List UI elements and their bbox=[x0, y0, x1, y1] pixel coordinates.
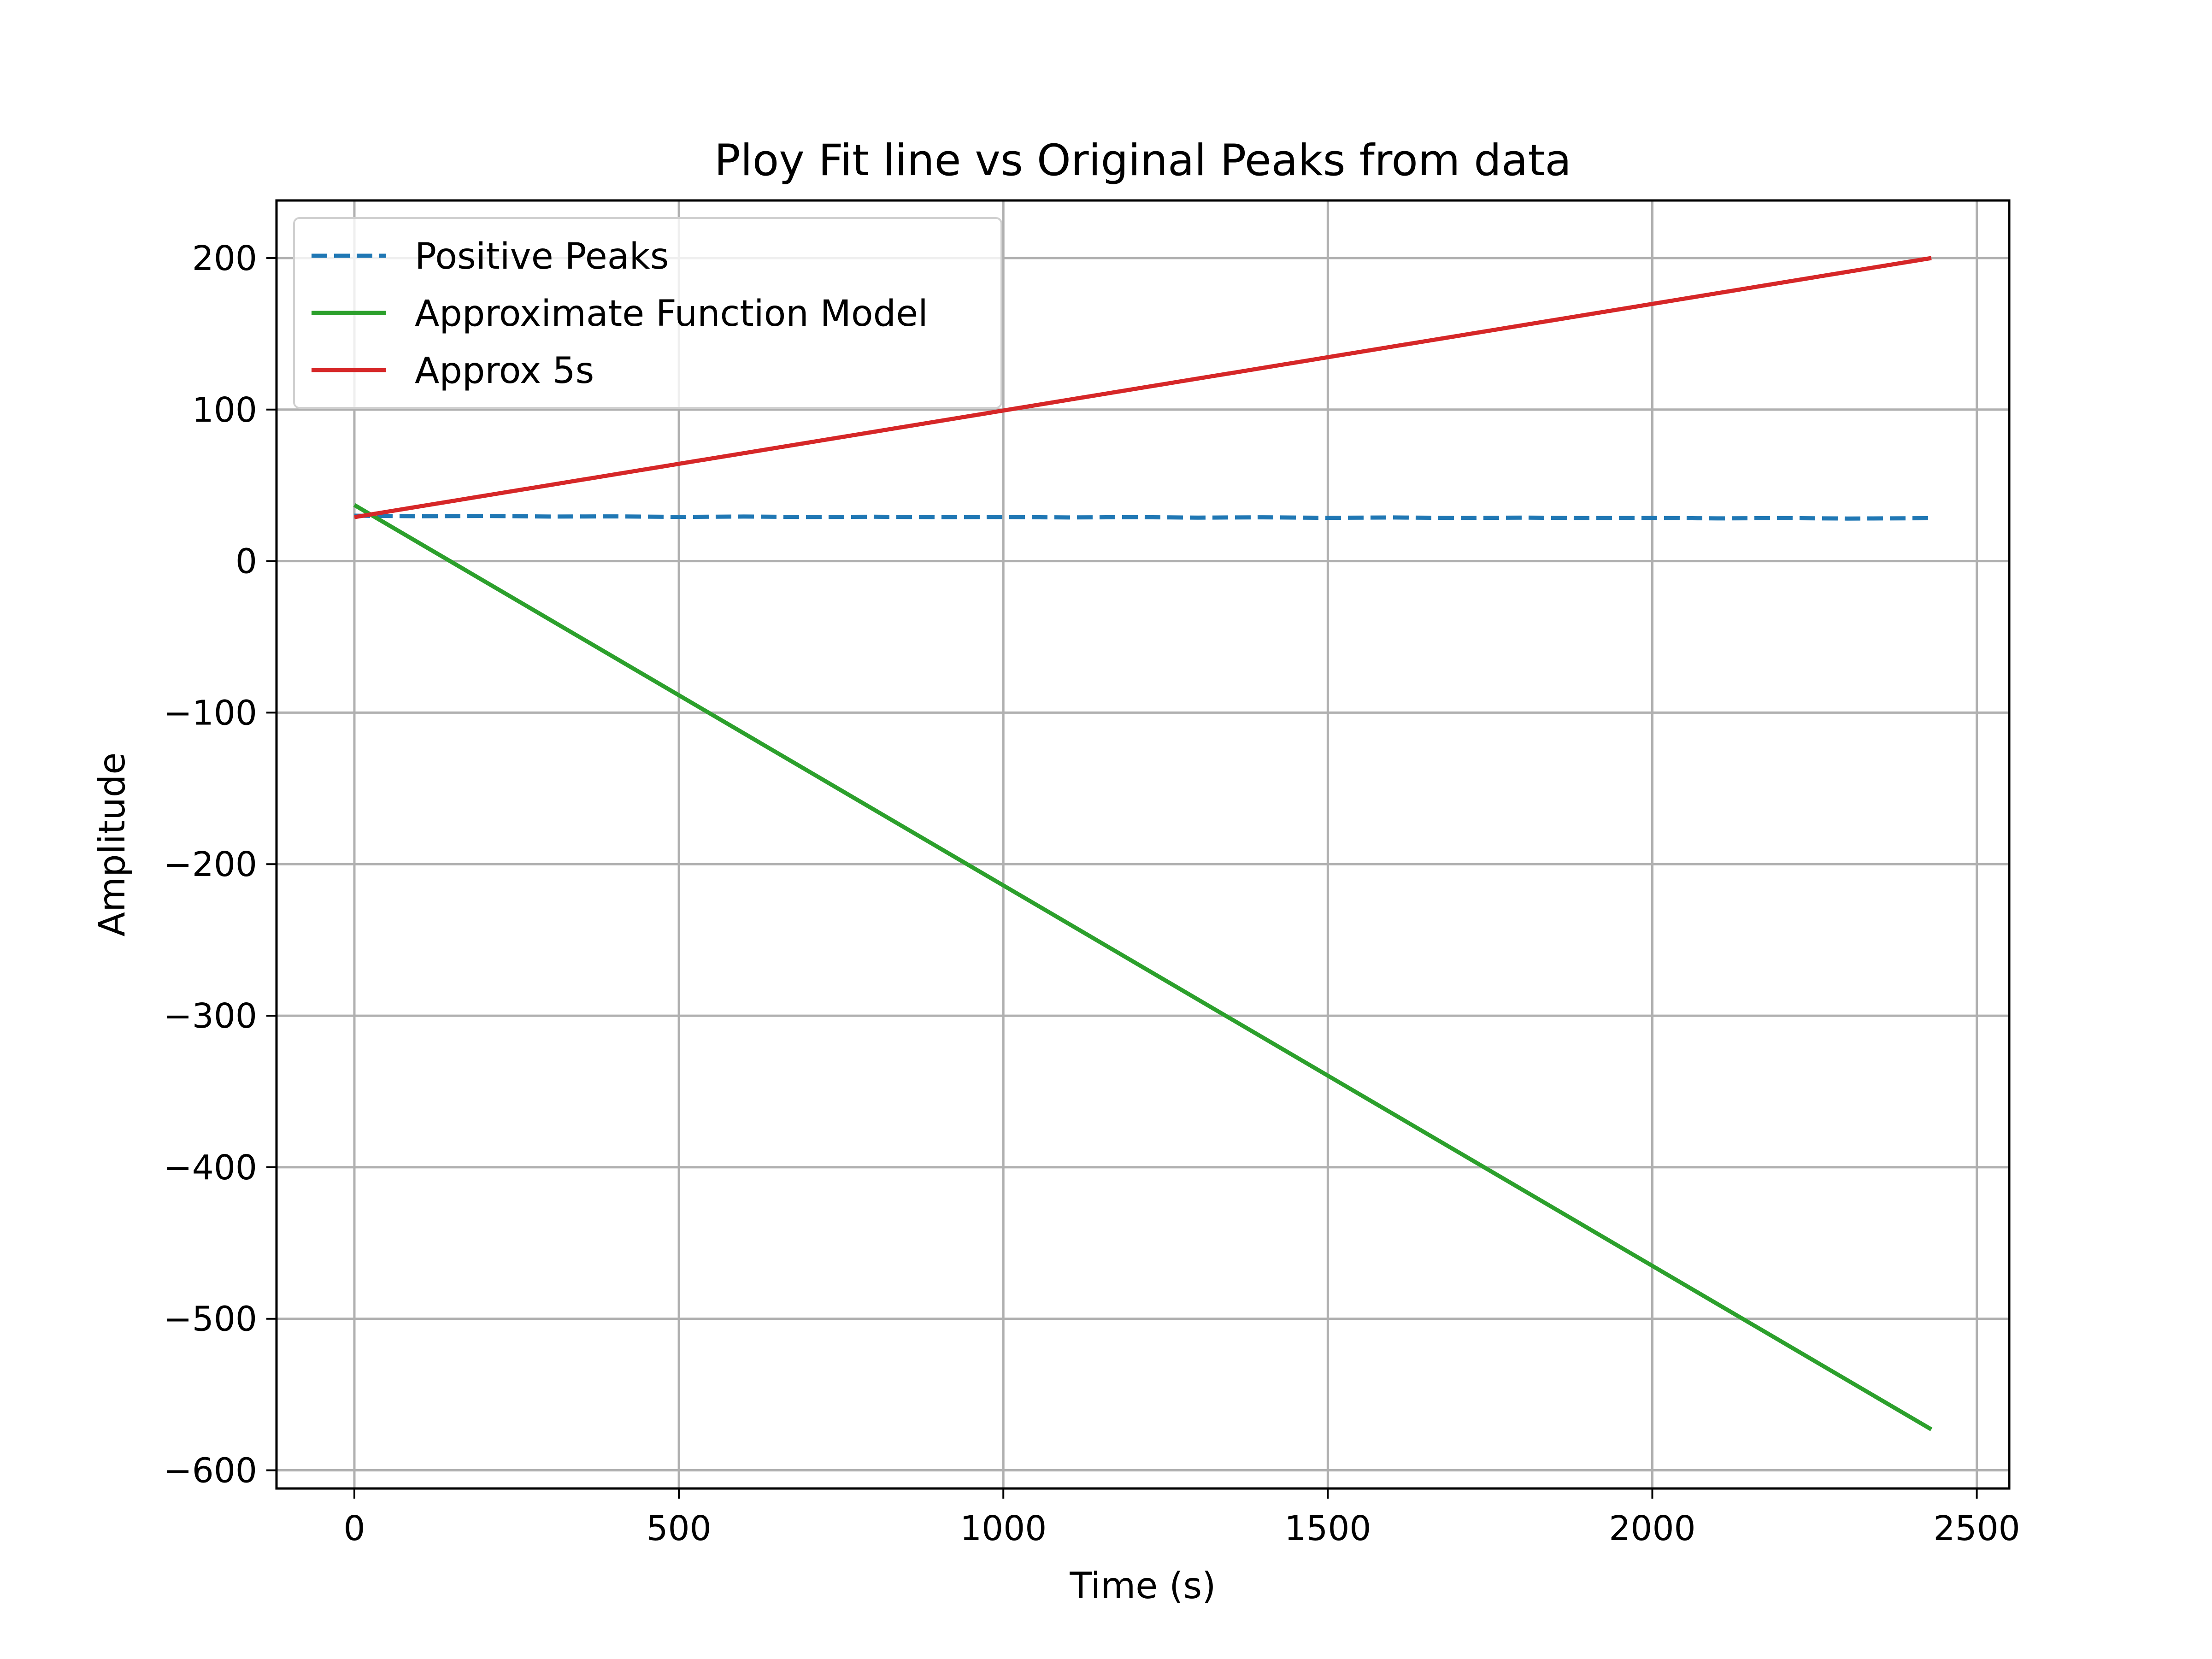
axis-ticks: 0 500 1000 1500 2000 25002001000−100−200−300−… bbox=[164, 239, 2020, 1548]
y-tick-label: −100 bbox=[164, 693, 257, 733]
y-tick-label: 100 bbox=[192, 390, 257, 430]
series-line-1 bbox=[354, 513, 1932, 521]
x-tick-label: 500 bbox=[646, 1509, 711, 1548]
legend-box bbox=[293, 217, 1002, 409]
legend: Positive Peaks Approximate Function Model… bbox=[293, 217, 1002, 409]
y-tick-label: 0 bbox=[235, 542, 257, 582]
x-tick-label: 1500 bbox=[1284, 1509, 1371, 1548]
y-tick-label: −400 bbox=[164, 1148, 257, 1188]
x-tick-label: 1000 bbox=[960, 1509, 1047, 1548]
grid bbox=[276, 200, 2009, 1488]
y-tick-label: −500 bbox=[164, 1300, 257, 1339]
series-line-2 bbox=[353, 503, 1933, 1431]
y-axis-label: Amplitude bbox=[92, 753, 133, 937]
x-tick-label: 0 bbox=[343, 1509, 365, 1548]
chart-title: Ploy Fit line vs Original Peaks from dat… bbox=[714, 135, 1571, 186]
x-axis-label: Time (s) bbox=[1069, 1565, 1216, 1607]
y-tick-label: −300 bbox=[164, 996, 257, 1036]
x-tick-label: 2500 bbox=[1933, 1509, 2020, 1548]
y-tick-label: 200 bbox=[192, 239, 257, 278]
x-tick-label: 2000 bbox=[1609, 1509, 1695, 1548]
y-tick-label: −200 bbox=[164, 845, 257, 884]
series-line-3 bbox=[354, 256, 1932, 519]
y-tick-label: −600 bbox=[164, 1451, 257, 1491]
legend-label: Approximate Function Model bbox=[415, 293, 928, 335]
legend-label: Approx 5s bbox=[415, 350, 594, 392]
plot-frame bbox=[275, 199, 2011, 1490]
plot-lines bbox=[353, 256, 1933, 1431]
legend-label: Positive Peaks bbox=[415, 236, 669, 277]
